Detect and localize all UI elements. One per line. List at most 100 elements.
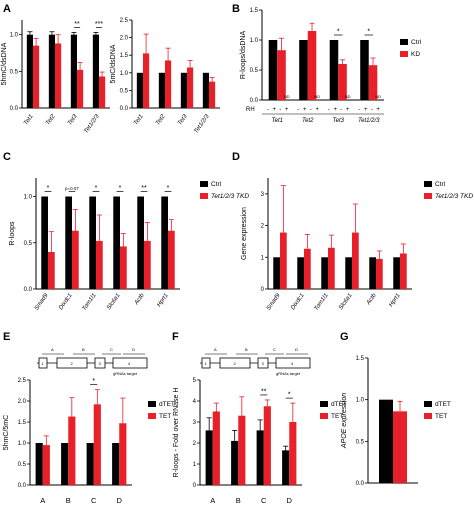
bar-dtet-b [61, 443, 69, 485]
bar-tet-c [93, 404, 101, 485]
legend-label-ctrl: Ctrl [211, 181, 222, 188]
panel-letter-a: A [3, 3, 11, 15]
significance-label: p=0.07 [65, 186, 79, 191]
legend-label-kd: KD [411, 51, 420, 58]
bar-ctrl-tet2 [299, 40, 308, 100]
panel-letter-d: D [232, 151, 240, 163]
exon-3-label: 3 [262, 361, 265, 366]
chart-b: 0.0 0.5 1.0 1.5 R-loops/dsDNA Tet1 Tet2 Tet3 Tet… [240, 8, 422, 124]
y-axis-label: R-loops/dsDNA [240, 31, 247, 80]
bar-kd-tet2 [307, 31, 317, 100]
bar-tet1-2-3-tkd-dixdc1 [72, 230, 79, 289]
rh-sign: - [267, 107, 269, 113]
gene-diagram-f: 1 2 3 4 A B C D gRNAs target [200, 347, 311, 376]
rh-sign: + [303, 107, 307, 113]
legend-swatch-dtet [320, 401, 328, 407]
bar-tet-a [212, 411, 220, 485]
bar-tet1-2-3-tkd-smad9 [280, 232, 287, 289]
bar-tet-value [393, 411, 407, 483]
significance-label: ** [261, 388, 267, 395]
bar-ctrl-hprt1 [393, 257, 400, 289]
panel-letter-e: E [3, 331, 10, 343]
legend-label-tet1-2-3-tkd: Tet1/2/3 TKD [435, 193, 473, 200]
bar-ctrl-smad9 [41, 196, 48, 289]
exon-3-label: 3 [99, 361, 102, 366]
y-tick-label: 0.5 [120, 88, 129, 94]
y-tick-label: 1.0 [18, 441, 27, 447]
nd-label: ND [314, 94, 320, 99]
panel-letter-b: B [232, 3, 240, 15]
legend-label-dtet: dTET [435, 401, 451, 408]
rh-sign: - [328, 107, 330, 113]
bar-ctrl-dixdc1 [297, 257, 304, 289]
y-tick-label: 2.0 [120, 36, 129, 42]
nd-label: ND [284, 94, 290, 99]
y-axis-label: Gene expression [241, 207, 248, 260]
bar-tet-a [42, 445, 50, 485]
bar-ctrl-tet3 [329, 40, 339, 100]
bar-tet1-2-3-tkd-actb [144, 240, 151, 289]
bar-ctrl-tet1 [26, 34, 33, 108]
x-tick-label: D [117, 496, 123, 505]
rh-sign: + [334, 107, 338, 113]
x-tick-label: Slc6a1 [338, 293, 353, 311]
bar-ctrl-tet2 [158, 72, 165, 108]
bar-dtet-c [86, 443, 94, 485]
x-tick-label: Tom1l1 [314, 293, 330, 312]
legend-swatch-dtet [424, 401, 432, 407]
y-tick-label: 0.5 [250, 68, 259, 74]
x-tick-label: Tet1/2/3 [193, 113, 211, 135]
x-tick-label: B [66, 496, 71, 505]
significance-label: * [337, 29, 340, 36]
legend-swatch-tet [320, 413, 328, 419]
y-tick-label: 1.0 [24, 195, 33, 201]
bar-ctrl-slc6a1 [113, 196, 120, 289]
significance-label: * [92, 378, 95, 385]
rh-sign: + [376, 107, 380, 113]
bar-tet-d [119, 423, 127, 485]
y-tick-label: 0.5 [356, 439, 365, 445]
exon-4-label: 4 [128, 361, 131, 366]
bar-tet-d [289, 422, 297, 485]
x-tick-label: B [236, 496, 241, 505]
x-tick-label: Dixdc1 [58, 293, 73, 311]
y-tick-label: 0.0 [24, 287, 33, 293]
gene-diagram-e: 1 2 3 4 A B C D gRNAs target [37, 347, 148, 376]
exon-1-label: 1 [205, 361, 208, 366]
legend-swatch-kd [400, 51, 408, 57]
bar-ctrl-hprt1 [161, 196, 168, 289]
region-c-label: C [110, 347, 113, 352]
y-tick-label: 4 [193, 399, 197, 405]
y-tick-label: 1 [193, 462, 197, 468]
region-a-label: A [51, 347, 54, 352]
y-axis-label: 5hmC/5mC [3, 415, 10, 450]
rh-sign: + [364, 107, 368, 113]
y-axis-label: 5hmC/dsDNA [1, 42, 8, 85]
rh-sign: - [310, 107, 312, 113]
bar-ctrl-tet1 [136, 72, 143, 108]
rh-label: RH [246, 107, 255, 113]
y-tick-label: 0.0 [10, 106, 19, 112]
x-tick-label: Smad9 [34, 292, 50, 312]
significance-label: * [119, 185, 122, 192]
y-tick-label: 2 [193, 441, 197, 447]
x-tick-label: Tet3 [333, 118, 345, 124]
rh-sign: + [315, 107, 319, 113]
region-b-label: B [82, 347, 85, 352]
bar-dtet-b [231, 440, 239, 485]
x-tick-label: C [91, 496, 97, 505]
x-tick-label: Tet1 [133, 114, 144, 127]
y-tick-label: 1.5 [120, 53, 129, 59]
bar-tet-b [68, 416, 76, 485]
grna-target-label: gRNAs target [276, 371, 301, 376]
chart-d: 0 1 2 3 Gene expression Smad9 Dixdc1 Tom1l1 Slc6… [241, 178, 473, 312]
y-tick-label: 1.5 [250, 8, 259, 14]
bar-dtet-d [282, 450, 290, 485]
chart-a-right: 0.0 0.5 1.0 1.5 2.0 2.5 5mC/dsDNA Tet1 Tet2 Tet3 T… [110, 18, 220, 135]
significance-label: * [95, 185, 98, 192]
y-tick-label: 2.5 [18, 378, 27, 384]
y-tick-label: 2.0 [18, 399, 27, 405]
nd-label: ND [345, 94, 351, 99]
x-tick-label: Tet2 [302, 118, 314, 124]
